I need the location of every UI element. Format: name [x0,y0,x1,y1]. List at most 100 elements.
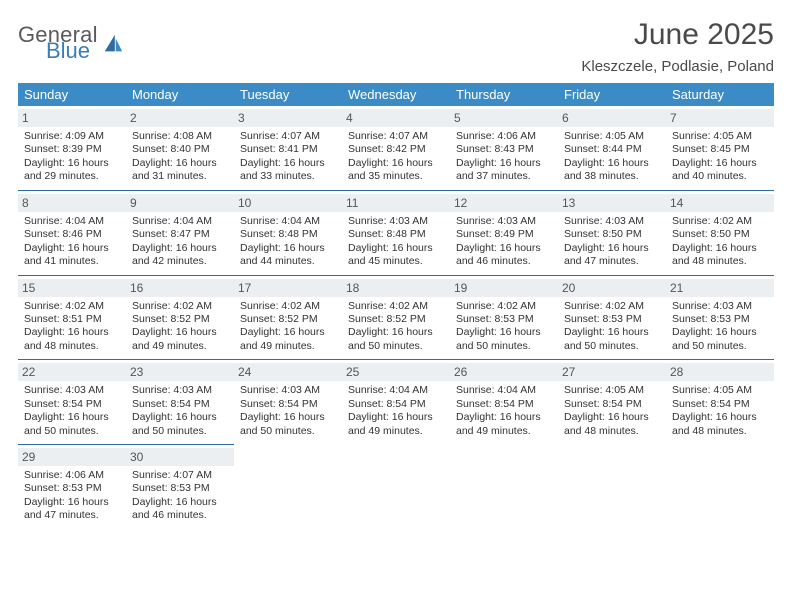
day-line: Sunrise: 4:02 AM [132,300,228,313]
day-line: Sunrise: 4:08 AM [132,130,228,143]
day-line: Sunrise: 4:03 AM [240,384,336,397]
day-line: and 49 minutes. [240,340,336,353]
day-line: and 50 minutes. [672,340,768,353]
day-number: 17 [234,279,342,297]
day-line: Sunrise: 4:06 AM [456,130,552,143]
day-line: Sunset: 8:42 PM [348,143,444,156]
day-line: Sunset: 8:54 PM [240,398,336,411]
calendar-cell: 9Sunrise: 4:04 AMSunset: 8:47 PMDaylight… [126,190,234,275]
weekday-head: Sunday [18,83,126,106]
calendar-cell: 21Sunrise: 4:03 AMSunset: 8:53 PMDayligh… [666,275,774,360]
day-line: and 50 minutes. [564,340,660,353]
day-line: and 44 minutes. [240,255,336,268]
day-details: Sunrise: 4:08 AMSunset: 8:40 PMDaylight:… [132,130,228,184]
calendar-page: General Blue June 2025 Kleszczele, Podla… [0,0,792,612]
day-number: 18 [342,279,450,297]
day-line: Sunrise: 4:04 AM [24,215,120,228]
day-number: 20 [558,279,666,297]
day-line: Sunset: 8:49 PM [456,228,552,241]
day-line: and 46 minutes. [132,509,228,522]
calendar-row: 8Sunrise: 4:04 AMSunset: 8:46 PMDaylight… [18,190,774,275]
day-line: Sunset: 8:47 PM [132,228,228,241]
day-line: Daylight: 16 hours [456,411,552,424]
day-number: 2 [126,109,234,127]
day-line: Sunrise: 4:02 AM [672,215,768,228]
calendar-cell: 3Sunrise: 4:07 AMSunset: 8:41 PMDaylight… [234,106,342,190]
day-line: Daylight: 16 hours [240,157,336,170]
day-line: Daylight: 16 hours [24,496,120,509]
day-line: Sunrise: 4:07 AM [348,130,444,143]
day-number: 29 [18,448,126,466]
day-line: Sunrise: 4:02 AM [456,300,552,313]
day-line: Daylight: 16 hours [348,157,444,170]
day-line: and 50 minutes. [24,425,120,438]
day-details: Sunrise: 4:03 AMSunset: 8:53 PMDaylight:… [672,300,768,354]
day-line: and 40 minutes. [672,170,768,183]
day-line: Sunset: 8:48 PM [348,228,444,241]
day-line: Sunrise: 4:09 AM [24,130,120,143]
calendar-cell: 4 Sunrise: 4:07 AMSunset: 8:42 PMDaylight… [342,106,450,190]
day-number: 3 [234,109,342,127]
day-line: and 49 minutes. [456,425,552,438]
day-line: Sunrise: 4:02 AM [24,300,120,313]
day-line: Sunset: 8:40 PM [132,143,228,156]
day-line: Sunset: 8:41 PM [240,143,336,156]
day-line: and 50 minutes. [348,340,444,353]
calendar-cell: 2 Sunrise: 4:08 AMSunset: 8:40 PMDaylight… [126,106,234,190]
day-number: 13 [558,194,666,212]
day-line: Daylight: 16 hours [132,411,228,424]
day-line: and 47 minutes. [24,509,120,522]
day-line: Sunrise: 4:04 AM [240,215,336,228]
calendar-cell: 18Sunrise: 4:02 AMSunset: 8:52 PMDayligh… [342,275,450,360]
day-line: Sunset: 8:52 PM [240,313,336,326]
day-details: Sunrise: 4:02 AMSunset: 8:52 PMDaylight:… [240,300,336,354]
day-number: 25 [342,363,450,381]
day-line: Sunset: 8:50 PM [672,228,768,241]
calendar-cell: 15Sunrise: 4:02 AMSunset: 8:51 PMDayligh… [18,275,126,360]
day-line: Sunrise: 4:07 AM [132,469,228,482]
day-details: Sunrise: 4:05 AMSunset: 8:54 PMDaylight:… [564,384,660,438]
day-line: and 47 minutes. [564,255,660,268]
day-number: 7 [666,109,774,127]
day-line: Daylight: 16 hours [24,411,120,424]
day-number: 24 [234,363,342,381]
calendar-cell: 24Sunrise: 4:03 AMSunset: 8:54 PMDayligh… [234,360,342,445]
calendar-cell: 10Sunrise: 4:04 AMSunset: 8:48 PMDayligh… [234,190,342,275]
header: General Blue June 2025 Kleszczele, Podla… [18,18,774,75]
day-line: Daylight: 16 hours [240,242,336,255]
calendar-cell: 28Sunrise: 4:05 AMSunset: 8:54 PMDayligh… [666,360,774,445]
day-line: Sunrise: 4:05 AM [672,130,768,143]
weekday-head: Tuesday [234,83,342,106]
calendar-cell: 20Sunrise: 4:02 AMSunset: 8:53 PMDayligh… [558,275,666,360]
day-number: 10 [234,194,342,212]
day-line: and 38 minutes. [564,170,660,183]
day-line: and 31 minutes. [132,170,228,183]
day-line: Daylight: 16 hours [564,157,660,170]
day-line: Sunset: 8:54 PM [672,398,768,411]
weekday-head: Monday [126,83,234,106]
day-line: Daylight: 16 hours [456,242,552,255]
day-number: 23 [126,363,234,381]
day-number: 4 [342,109,450,127]
day-line: and 48 minutes. [672,255,768,268]
day-line: and 46 minutes. [456,255,552,268]
day-number: 12 [450,194,558,212]
day-line: Sunset: 8:53 PM [132,482,228,495]
day-line: Daylight: 16 hours [24,157,120,170]
calendar-cell: 12Sunrise: 4:03 AMSunset: 8:49 PMDayligh… [450,190,558,275]
day-line: Sunset: 8:54 PM [456,398,552,411]
calendar-cell: 1Sunrise: 4:09 AMSunset: 8:39 PMDaylight… [18,106,126,190]
day-line: Sunset: 8:52 PM [132,313,228,326]
day-line: Sunset: 8:53 PM [456,313,552,326]
day-line: Sunset: 8:43 PM [456,143,552,156]
day-line: Sunset: 8:50 PM [564,228,660,241]
day-details: Sunrise: 4:03 AMSunset: 8:50 PMDaylight:… [564,215,660,269]
day-line: Sunrise: 4:05 AM [564,130,660,143]
day-line: Sunrise: 4:03 AM [24,384,120,397]
calendar-cell: 5Sunrise: 4:06 AMSunset: 8:43 PMDaylight… [450,106,558,190]
day-line: Daylight: 16 hours [240,326,336,339]
day-details: Sunrise: 4:05 AMSunset: 8:45 PMDaylight:… [672,130,768,184]
day-line: and 48 minutes. [24,340,120,353]
day-line: Daylight: 16 hours [348,326,444,339]
day-line: Sunset: 8:53 PM [672,313,768,326]
